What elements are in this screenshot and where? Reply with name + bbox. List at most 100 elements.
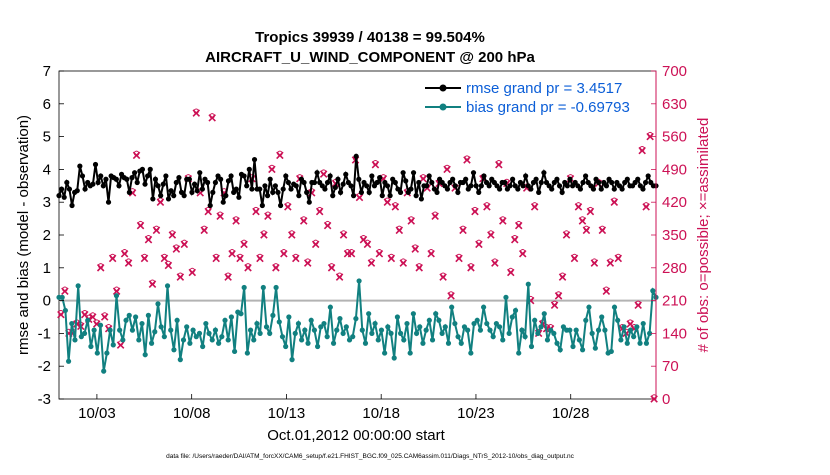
rmse-point (567, 176, 573, 182)
bias-point (148, 340, 155, 346)
obs-marker-possible (133, 150, 140, 157)
rmse-point (194, 188, 200, 194)
bias-point (532, 317, 538, 323)
obs-marker-possible (464, 155, 470, 161)
rmse-point (520, 183, 526, 189)
bias-point (442, 324, 448, 330)
rmse-point (129, 175, 135, 181)
rmse-point (426, 173, 432, 179)
y-tick-label-left: 3 (43, 194, 51, 211)
obs-marker-possible (261, 230, 267, 236)
obs-marker-possible (484, 202, 490, 208)
bias-point (324, 334, 330, 340)
obs-marker (108, 253, 117, 263)
x-tick-label: 10/08 (173, 405, 211, 422)
obs-marker-possible (273, 263, 279, 269)
obs-marker-possible (340, 230, 347, 236)
bias-point (305, 340, 311, 346)
rmse-point (100, 183, 106, 189)
rmse-point (314, 170, 320, 176)
bias-point (225, 337, 231, 343)
bias-point (468, 350, 474, 356)
rmse-point (160, 181, 166, 187)
obs-marker-possible (579, 216, 586, 222)
bias-point (133, 314, 139, 320)
bias-point (299, 337, 305, 343)
obs-marker (204, 206, 212, 216)
bias-point (337, 316, 343, 322)
bias-point (449, 304, 455, 310)
rmse-point (353, 153, 359, 159)
rmse-point (642, 179, 649, 186)
rmse-point (283, 173, 289, 179)
bias-point (209, 337, 215, 343)
y-tick-label-left: 1 (43, 260, 51, 277)
y-tick-label-left: 2 (43, 227, 51, 244)
obs-marker-possible (98, 263, 104, 269)
rmse-point (577, 186, 583, 192)
obs-marker-possible (587, 206, 594, 213)
obs-marker-possible (241, 239, 247, 246)
obs-marker-possible (400, 258, 406, 264)
obs-marker (510, 234, 519, 244)
obs-marker-possible (551, 300, 558, 306)
rmse-point (330, 193, 336, 199)
bias-point (353, 316, 359, 322)
legend-rmse-marker (439, 84, 447, 92)
obs-marker-possible (217, 211, 223, 217)
obs-marker (124, 258, 133, 267)
bias-point (528, 343, 535, 350)
obs-marker (100, 312, 109, 321)
bias-point (187, 340, 193, 346)
obs-marker-possible (137, 220, 144, 227)
bias-point (595, 327, 602, 333)
rmse-point (270, 189, 276, 195)
rmse-point (350, 193, 357, 199)
bias-point (541, 311, 547, 317)
bias-point (512, 307, 519, 314)
rmse-point (152, 176, 159, 182)
obs-marker (550, 300, 559, 310)
bias-point (330, 340, 337, 346)
obs-marker-possible (575, 202, 582, 208)
obs-marker-possible (384, 197, 391, 203)
bias-point (120, 337, 126, 343)
obs-marker-possible (253, 206, 259, 213)
bias-point (576, 337, 582, 343)
bias-point (385, 324, 391, 330)
rmse-point (507, 183, 513, 189)
bias-point (608, 348, 614, 355)
rmse-point (348, 183, 354, 189)
x-tick-label: 10/18 (362, 405, 400, 422)
obs-marker-possible (615, 253, 621, 260)
bias-point (200, 343, 206, 350)
rmse-point (139, 166, 146, 172)
y-tick-label-left: 7 (43, 63, 51, 80)
bias-point (72, 337, 78, 343)
bias-point (487, 327, 493, 333)
bias-point (426, 317, 432, 323)
obs-marker-possible (599, 225, 606, 232)
y-tick-label-right: 70 (662, 358, 679, 375)
y-tick-label-right: 490 (662, 161, 687, 178)
obs-marker (419, 174, 427, 183)
obs-marker-possible (336, 272, 343, 278)
rmse-point (324, 179, 331, 186)
obs-marker (228, 249, 236, 258)
rmse-point (327, 173, 333, 179)
rmse-point (377, 175, 383, 181)
y-axis-right: 0 70 140 210 280 350 420 490 560 630 700 (651, 63, 687, 408)
rmse-point (212, 179, 219, 186)
obs-marker-possible (289, 230, 295, 236)
rmse-point (189, 189, 195, 195)
obs-marker-possible (305, 258, 311, 264)
bias-point (382, 350, 388, 356)
bias-point (455, 334, 461, 340)
obs-marker (463, 155, 471, 164)
obs-marker (144, 234, 153, 244)
bias-point (283, 343, 289, 350)
obs-marker-possible (611, 197, 617, 203)
obs-marker (61, 286, 69, 295)
obs-marker-possible (165, 260, 172, 267)
bias-point (270, 312, 276, 318)
